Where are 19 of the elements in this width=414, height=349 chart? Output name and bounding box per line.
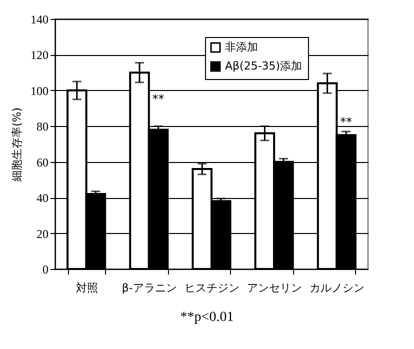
y-tick-label: 100: [30, 84, 48, 98]
x-tick-label: β-アラニン: [122, 282, 177, 294]
x-tick-label: 対照: [76, 282, 98, 294]
y-tick-label: 80: [36, 120, 48, 134]
y-tick-label: 120: [30, 48, 48, 62]
y-tick-label: 140: [30, 12, 48, 26]
y-tick-label: 0: [42, 262, 48, 276]
legend-label: 非添加: [225, 40, 258, 54]
x-tick-label: アンセリン: [247, 282, 302, 294]
text: **p<0.01: [179, 310, 235, 326]
y-axis-title: 細胞生存率(%): [10, 107, 24, 183]
x-tick-label: カルノシン: [310, 282, 365, 294]
y-tick-label: 60: [36, 155, 48, 170]
annotation: **: [340, 115, 352, 130]
annotation: **: [152, 92, 164, 106]
y-tick-label: 40: [36, 191, 48, 206]
x-tick-label: ヒスチジン: [184, 282, 240, 294]
legend-label: Aβ(25-35)添加: [225, 60, 302, 72]
y-tick-label: 20: [36, 226, 48, 241]
